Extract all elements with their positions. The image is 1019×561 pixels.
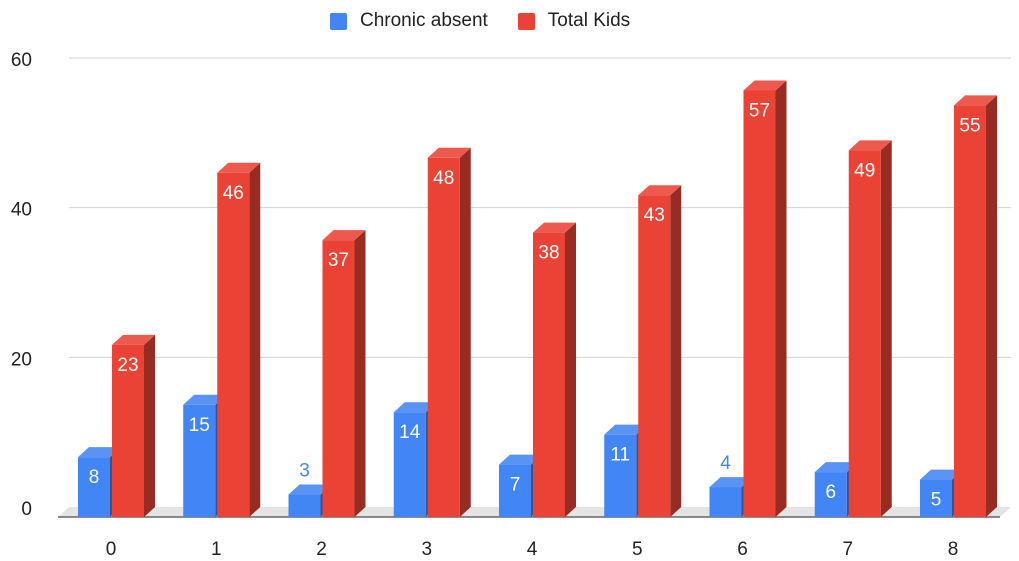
legend-swatch-chronic-absent <box>330 12 347 30</box>
data-label-chronic-absent: 7 <box>510 475 521 496</box>
bar-chronic-absent[interactable] <box>709 487 742 517</box>
bar-chronic-absent[interactable] <box>814 472 847 517</box>
data-label-chronic-absent: 6 <box>825 482 836 503</box>
data-label-chronic-absent: 11 <box>610 445 630 466</box>
data-label-total-kids: 49 <box>854 160 875 181</box>
bar-total-kids[interactable] <box>217 172 250 517</box>
bar-total-kids[interactable] <box>743 90 776 517</box>
legend-item-total-kids[interactable]: Total Kids <box>517 10 631 32</box>
data-label-total-kids: 37 <box>328 250 349 271</box>
bar-chronic-absent[interactable] <box>78 457 110 517</box>
x-tick-label: 1 <box>211 539 222 560</box>
data-label-total-kids: 23 <box>117 355 138 376</box>
bar-chronic-absent[interactable] <box>499 464 531 517</box>
bar-side-total-kids <box>249 162 261 517</box>
y-tick-label: 40 <box>11 200 32 221</box>
bar-top-chronic-absent <box>814 462 858 473</box>
bar-chronic-absent[interactable] <box>604 434 637 517</box>
bar-chronic-absent[interactable] <box>920 479 952 517</box>
bar-top-total-kids <box>533 222 576 233</box>
bar-total-kids[interactable] <box>638 195 671 517</box>
bar-top-total-kids <box>217 162 261 173</box>
bar-top-chronic-absent <box>604 424 648 435</box>
x-tick-label: 2 <box>316 539 327 560</box>
bar-side-total-kids <box>354 230 366 517</box>
bar-top-total-kids <box>848 140 892 151</box>
data-label-total-kids: 43 <box>644 205 665 226</box>
bar-side-total-kids <box>670 185 682 517</box>
data-label-total-kids: 46 <box>223 183 244 204</box>
bar-total-kids[interactable] <box>112 344 144 517</box>
bar-top-chronic-absent <box>393 402 437 413</box>
legend-label-total-kids: Total Kids <box>547 10 631 31</box>
bar-side-total-kids <box>565 222 576 517</box>
bar-top-total-kids <box>954 95 997 106</box>
x-tick-label: 4 <box>527 539 538 560</box>
chart-legend: Chronic absent Total Kids <box>330 10 660 32</box>
bar-top-total-kids <box>743 80 787 91</box>
bar-total-kids[interactable] <box>533 232 565 517</box>
x-tick-label: 5 <box>632 539 643 560</box>
bar-total-kids[interactable] <box>954 105 986 518</box>
bar-top-chronic-absent <box>709 477 753 488</box>
data-label-total-kids: 55 <box>959 115 980 136</box>
bar-top-chronic-absent <box>183 394 227 405</box>
data-label-total-kids: 57 <box>749 100 770 121</box>
data-label-chronic-absent: 5 <box>931 490 942 511</box>
x-tick-label: 3 <box>421 539 432 560</box>
x-tick-label: 8 <box>948 539 959 560</box>
data-label-chronic-absent: 4 <box>720 453 731 474</box>
data-label-chronic-absent: 14 <box>399 422 421 443</box>
bar-top-total-kids <box>638 185 682 196</box>
legend-item-chronic-absent[interactable]: Chronic absent <box>330 10 488 32</box>
data-label-chronic-absent: 15 <box>189 415 210 436</box>
x-tick-label: 6 <box>737 539 748 560</box>
bar-top-total-kids <box>322 230 366 241</box>
bar-total-kids[interactable] <box>427 157 460 518</box>
y-tick-label: 60 <box>11 50 32 71</box>
legend-label-chronic-absent: Chronic absent <box>360 10 488 31</box>
x-tick-label: 0 <box>106 539 117 560</box>
bar-side-total-kids <box>775 80 787 517</box>
x-tick-label: 7 <box>842 539 853 560</box>
data-label-chronic-absent: 3 <box>299 461 310 482</box>
bar-chronic-absent[interactable] <box>183 404 216 517</box>
bar-top-chronic-absent <box>499 454 542 465</box>
bar-top-chronic-absent <box>920 469 963 480</box>
bar-side-total-kids <box>144 334 155 517</box>
bar-side-total-kids <box>880 140 892 518</box>
bar-side-total-kids <box>986 95 997 518</box>
bar-total-kids[interactable] <box>322 240 355 517</box>
data-label-chronic-absent: 8 <box>89 467 100 488</box>
bar-side-total-kids <box>459 147 471 518</box>
bar-top-chronic-absent <box>288 484 332 495</box>
y-tick-label: 0 <box>21 499 32 520</box>
bar-chronic-absent[interactable] <box>288 494 321 517</box>
bar-total-kids[interactable] <box>848 150 881 518</box>
data-label-total-kids: 48 <box>433 168 454 189</box>
data-label-total-kids: 38 <box>538 243 559 264</box>
bar-chronic-absent[interactable] <box>393 412 426 517</box>
bar-top-chronic-absent <box>78 447 121 458</box>
y-tick-label: 20 <box>11 349 32 370</box>
legend-swatch-total-kids <box>517 12 535 30</box>
bar-top-total-kids <box>112 334 155 345</box>
bar-top-total-kids <box>427 147 471 158</box>
